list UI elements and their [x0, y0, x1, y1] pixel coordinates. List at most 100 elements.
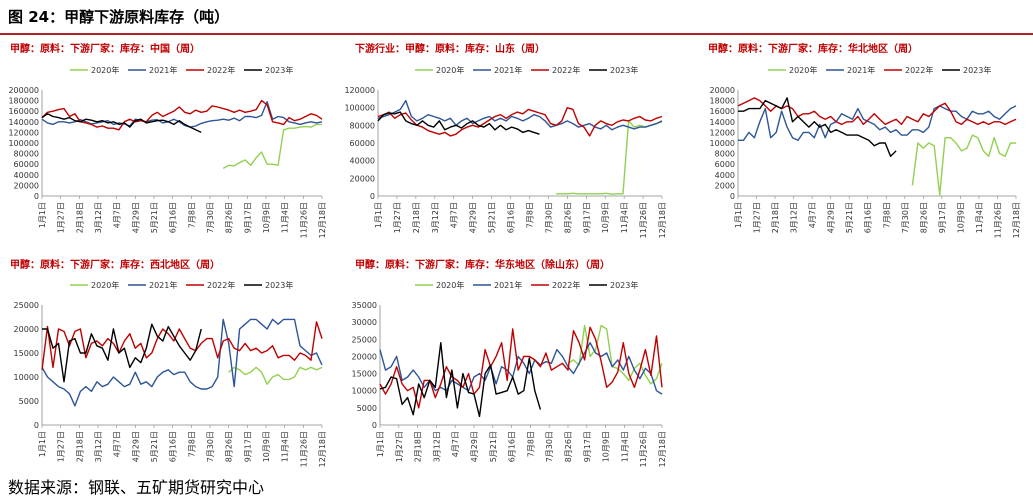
y-tick-label: 5000 — [19, 397, 39, 406]
x-tick-label: 9月17日 — [243, 202, 252, 233]
x-tick-label: 10月9日 — [262, 202, 271, 233]
y-tick-label: 180000 — [8, 97, 39, 106]
x-tick-label: 4月7日 — [450, 202, 459, 228]
x-tick-label: 11月4日 — [281, 431, 290, 462]
series-line-2023年 — [379, 342, 542, 418]
legend-label: 2021年 — [494, 65, 522, 75]
x-tick-label: 8月26日 — [225, 431, 234, 462]
y-tick-label: 100000 — [344, 104, 375, 113]
x-tick-label: 4月7日 — [808, 202, 817, 228]
x-tick-label: 10月9日 — [262, 431, 271, 462]
x-tick-label: 11月26日 — [639, 431, 648, 467]
legend-label: 2020年 — [436, 65, 464, 75]
x-tick-label: 11月26日 — [639, 202, 648, 238]
x-tick-label: 12月18日 — [658, 202, 667, 238]
legend-label: 2023年 — [610, 65, 638, 75]
y-tick-label: 25000 — [352, 335, 377, 344]
x-tick-label: 4月7日 — [113, 202, 122, 228]
series-line-2020年 — [228, 366, 323, 385]
x-tick-label: 4月7日 — [113, 431, 122, 457]
legend-label: 2023年 — [610, 280, 638, 290]
series-line-2023年 — [41, 113, 202, 134]
x-tick-label: 8月26日 — [919, 202, 928, 233]
series-line-2022年 — [379, 326, 663, 409]
y-tick-label: 25000 — [14, 301, 39, 310]
chart-3-title: 甲醇：原料：下游厂家：库存：华北地区（周） — [708, 42, 918, 55]
title-rule — [0, 33, 1033, 35]
x-tick-label: 5月21日 — [845, 202, 854, 233]
legend-label: 2021年 — [494, 280, 522, 290]
x-tick-label: 7月8日 — [187, 431, 196, 457]
x-tick-label: 11月4日 — [620, 202, 629, 233]
x-tick-label: 12月18日 — [658, 431, 667, 467]
legend-label: 2021年 — [149, 280, 177, 290]
y-tick-label: 120000 — [344, 86, 375, 95]
x-tick-label: 1月27日 — [753, 202, 762, 233]
x-tick-label: 7月30日 — [544, 202, 553, 233]
x-tick-label: 5月21日 — [150, 202, 159, 233]
y-tick-label: 4000 — [715, 171, 735, 180]
x-tick-label: 1月1日 — [38, 202, 47, 228]
x-tick-label: 1月1日 — [376, 431, 385, 457]
series-line-2022年 — [377, 106, 663, 137]
y-tick-label: 40000 — [350, 157, 375, 166]
y-tick-label: 10000 — [710, 139, 735, 148]
y-tick-label: 20000 — [14, 181, 39, 190]
x-tick-label: 9月17日 — [583, 431, 592, 462]
x-tick-label: 11月26日 — [299, 431, 308, 467]
series-line-2021年 — [41, 100, 323, 128]
y-tick-label: 5000 — [357, 404, 377, 413]
x-tick-label: 7月8日 — [882, 202, 891, 228]
x-tick-label: 2月18日 — [75, 202, 84, 233]
x-tick-label: 7月8日 — [526, 431, 535, 457]
x-tick-label: 10月9日 — [602, 431, 611, 462]
y-tick-label: 0 — [34, 192, 39, 201]
x-tick-label: 1月27日 — [57, 202, 66, 233]
x-tick-label: 3月12日 — [431, 202, 440, 233]
chart-5-title: 甲醇：原料：下游厂家：库存：华东地区（除山东）（周） — [355, 258, 610, 271]
x-tick-label: 1月1日 — [38, 431, 47, 457]
legend-label: 2022年 — [552, 280, 580, 290]
y-tick-label: 0 — [730, 192, 735, 201]
y-tick-label: 2000 — [715, 181, 735, 190]
y-tick-label: 8000 — [715, 150, 735, 159]
x-tick-label: 4月29日 — [827, 202, 836, 233]
y-tick-label: 20000 — [350, 174, 375, 183]
y-tick-label: 20000 — [14, 325, 39, 334]
legend-label: 2022年 — [207, 65, 235, 75]
x-tick-label: 1月1日 — [734, 202, 743, 228]
x-tick-label: 7月30日 — [901, 202, 910, 233]
chart-4-title: 甲醇：原料：下游厂家：库存：西北地区（周） — [10, 258, 220, 271]
x-tick-label: 4月29日 — [469, 202, 478, 233]
x-tick-label: 11月4日 — [975, 202, 984, 233]
y-tick-label: 14000 — [710, 118, 735, 127]
legend-label: 2020年 — [436, 280, 464, 290]
series-line-2022年 — [41, 99, 323, 131]
x-tick-label: 2月18日 — [414, 431, 423, 462]
x-tick-label: 6月16日 — [507, 202, 516, 233]
series-line-2023年 — [42, 323, 202, 383]
x-tick-label: 5月21日 — [150, 431, 159, 462]
x-tick-label: 3月12日 — [432, 431, 441, 462]
legend-label: 2021年 — [149, 65, 177, 75]
series-line-2022年 — [737, 97, 1017, 126]
x-tick-label: 4月29日 — [131, 431, 140, 462]
x-tick-label: 7月30日 — [206, 202, 215, 233]
y-tick-label: 12000 — [710, 128, 735, 137]
y-tick-label: 6000 — [715, 160, 735, 169]
y-tick-label: 0 — [370, 192, 375, 201]
x-tick-label: 10月9日 — [601, 202, 610, 233]
x-tick-label: 8月26日 — [563, 202, 572, 233]
y-tick-label: 200000 — [8, 86, 39, 95]
x-tick-label: 2月18日 — [771, 202, 780, 233]
series-line-2020年 — [222, 123, 322, 170]
x-tick-label: 4月7日 — [451, 431, 460, 457]
x-tick-label: 4月29日 — [131, 202, 140, 233]
x-tick-label: 11月26日 — [993, 202, 1002, 238]
x-tick-label: 8月26日 — [564, 431, 573, 462]
x-tick-label: 9月17日 — [582, 202, 591, 233]
series-line-2021年 — [377, 99, 663, 131]
series-line-2020年 — [567, 324, 663, 385]
x-tick-label: 6月16日 — [169, 431, 178, 462]
y-tick-label: 30000 — [352, 318, 377, 327]
